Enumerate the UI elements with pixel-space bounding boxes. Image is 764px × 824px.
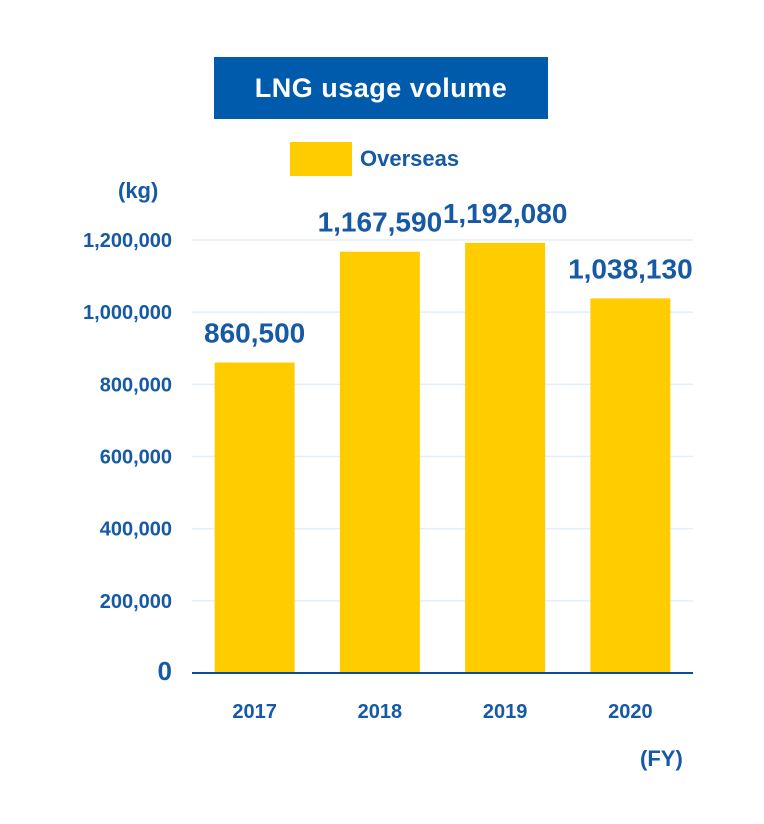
bar-2020 xyxy=(590,298,671,673)
y-tick-label: 1,200,000 xyxy=(83,230,172,252)
legend-swatch-overseas xyxy=(290,142,352,176)
chart-title: LNG usage volume xyxy=(214,57,548,119)
bar-2019 xyxy=(465,242,546,674)
y-tick-label: 200,000 xyxy=(100,591,172,613)
y-tick-label: 1,000,000 xyxy=(83,302,172,324)
y-tick-label: 400,000 xyxy=(100,519,172,541)
x-tick-labels: 2017 2018 2019 2020 xyxy=(232,701,652,723)
data-label-2018: 1,167,590 xyxy=(318,207,443,238)
data-label-2017: 860,500 xyxy=(204,318,305,349)
y-axis-unit-label: (kg) xyxy=(118,178,159,203)
y-tick-label: 0 xyxy=(158,656,172,686)
x-tick-label: 2018 xyxy=(358,701,403,723)
legend-label-overseas: Overseas xyxy=(360,146,460,171)
x-tick-label: 2019 xyxy=(483,701,528,723)
x-tick-label: 2020 xyxy=(608,701,653,723)
bar-2017 xyxy=(214,362,295,673)
y-tick-labels: 0 200,000 400,000 600,000 800,000 1,000,000 1,… xyxy=(83,230,172,686)
chart-title-text: LNG usage volume xyxy=(254,72,508,103)
bars xyxy=(214,242,671,674)
data-label-2019: 1,192,080 xyxy=(443,198,568,229)
legend: Overseas xyxy=(290,142,459,176)
x-tick-label: 2017 xyxy=(232,701,277,723)
x-axis-unit-label: (FY) xyxy=(640,746,683,771)
bar-2018 xyxy=(339,251,420,673)
data-label-2020: 1,038,130 xyxy=(568,253,693,284)
y-tick-label: 600,000 xyxy=(100,447,172,469)
y-tick-label: 800,000 xyxy=(100,374,172,396)
